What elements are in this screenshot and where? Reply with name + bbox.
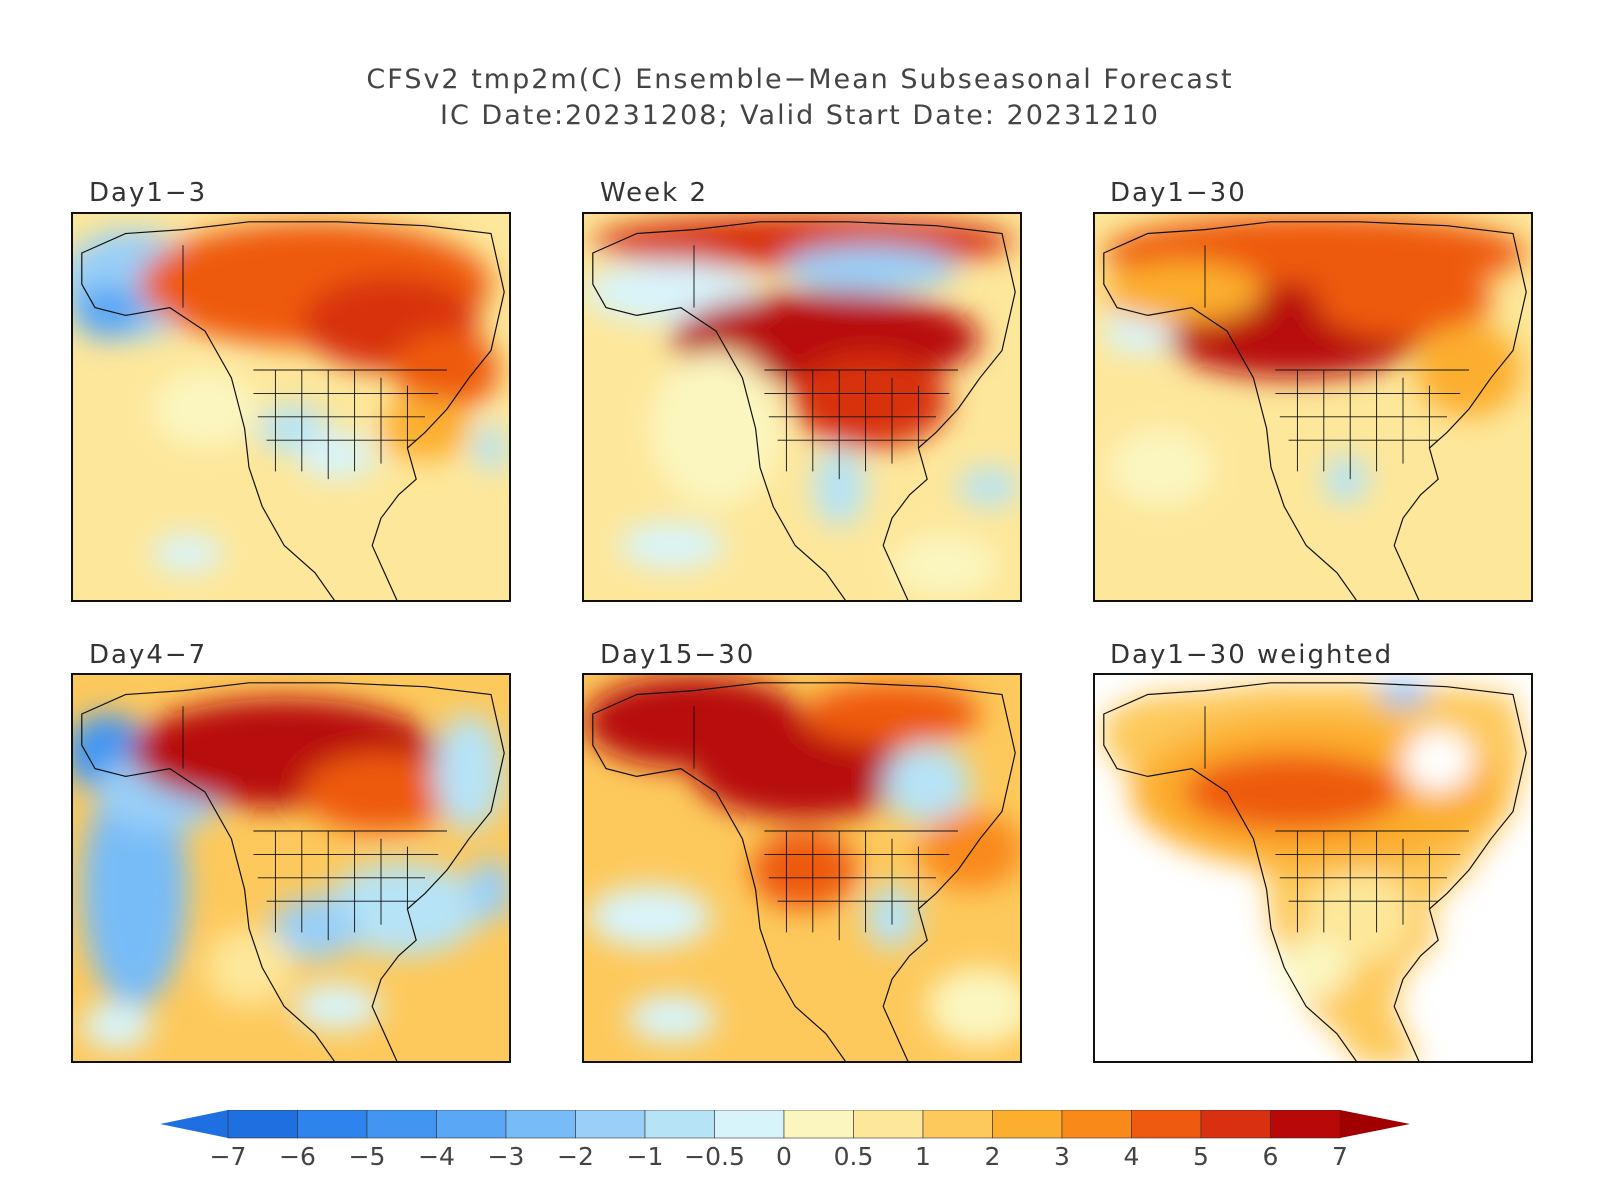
colorbar-bin [1270, 1110, 1341, 1139]
anomaly-region [381, 397, 469, 460]
anomaly-region [433, 714, 505, 831]
anomaly-region [1323, 455, 1368, 503]
anomaly-region [1306, 870, 1412, 964]
map-panel-day1-30-weighted [1093, 673, 1533, 1063]
panel-label-day1-3: Day1−3 [89, 178, 208, 208]
colorbar-left-arrow [160, 1110, 228, 1138]
colorbar-bin [297, 1110, 368, 1139]
colorbar-bin [575, 1110, 646, 1139]
panel-label-day4-7: Day4−7 [89, 640, 208, 670]
colorbar-tick-label: −3 [487, 1142, 525, 1171]
anomaly-region [323, 862, 483, 956]
colorbar-bin [227, 1110, 298, 1139]
colorbar-tick-label: 3 [1054, 1142, 1070, 1171]
state-borders [693, 245, 958, 480]
map-panel-week2 [582, 212, 1022, 602]
panel-label-day1-30: Day1−30 [1110, 178, 1247, 208]
state-borders [182, 245, 447, 480]
colorbar-tick-label: 6 [1262, 1142, 1279, 1171]
anomaly-region [1403, 729, 1474, 792]
state-borders [693, 706, 958, 941]
anomaly-region [619, 522, 725, 569]
anomaly-region [628, 994, 716, 1042]
anomaly-region [588, 885, 712, 948]
colorbar-tick-label: −0.5 [684, 1142, 745, 1171]
anomaly-region [892, 533, 998, 597]
anomaly-region [1108, 428, 1214, 507]
panel-label-week2: Week 2 [600, 178, 709, 208]
anomaly-region [205, 928, 293, 1007]
colorbar-tick-label: −4 [418, 1142, 455, 1171]
colorbar-tick-label: −2 [557, 1142, 594, 1171]
anomaly-region [790, 354, 950, 448]
coastline [1103, 682, 1527, 1061]
anomaly-region [694, 725, 914, 820]
title-line-1: CFSv2 tmp2m(C) Ensemble−Mean Subseasonal… [366, 64, 1234, 95]
colorbar-tick-label: 1 [915, 1142, 931, 1171]
map-panel-day4-7 [71, 673, 511, 1063]
anomaly-region [1376, 682, 1430, 707]
map-panel-day15-30 [582, 673, 1022, 1063]
colorbar-tick-label: 2 [984, 1142, 1001, 1171]
coastline [1103, 221, 1527, 600]
anomaly-region [782, 245, 958, 292]
state-borders [182, 706, 447, 941]
anomaly-region [804, 682, 980, 746]
anomaly-region [883, 745, 972, 824]
colorbar-tick-label: 0 [776, 1142, 792, 1171]
colorbar-tick-label: 0.5 [833, 1142, 874, 1171]
anomaly-region [293, 983, 381, 1030]
panel-label-day1-30-weighted: Day1−30 weighted [1110, 640, 1394, 670]
state-borders [1204, 245, 1469, 480]
colorbar-bin [1061, 1110, 1132, 1139]
coastline [81, 221, 505, 600]
anomaly-region [1183, 753, 1403, 831]
colorbar-tick-label: 7 [1332, 1142, 1348, 1171]
colorbar-tick-label: 5 [1193, 1142, 1209, 1171]
anomaly-region [927, 967, 1020, 1046]
anomaly-region [469, 858, 509, 921]
anomaly-region [297, 432, 377, 480]
colorbar-bin [853, 1110, 924, 1139]
anomaly-region [751, 831, 857, 909]
panel-label-day15-30: Day15−30 [600, 640, 756, 670]
anomaly-region [1103, 260, 1263, 324]
colorbar-tick-label: −6 [279, 1142, 316, 1171]
colorbar-bin [1131, 1110, 1202, 1139]
anomaly-region [1315, 260, 1491, 339]
anomaly-region [271, 897, 359, 960]
colorbar-tick-label: 4 [1123, 1142, 1140, 1171]
colorbar-bin [922, 1110, 993, 1139]
anomaly-region [473, 424, 509, 472]
colorbar-tick-label: −1 [626, 1142, 664, 1171]
anomaly-region [958, 467, 1020, 507]
colorbar-bin [992, 1110, 1063, 1139]
colorbar-bin [436, 1110, 507, 1139]
coastline [592, 221, 1016, 600]
anomaly-region [650, 350, 782, 507]
anomaly-region [1279, 936, 1351, 999]
anomaly-region [812, 448, 866, 526]
colorbar-bin [505, 1110, 576, 1139]
colorbar-bin [783, 1110, 854, 1139]
anomaly-region [301, 753, 461, 831]
map-panel-day1-30 [1093, 212, 1533, 602]
anomaly-region [81, 1002, 153, 1050]
map-panel-day1-3 [71, 212, 511, 602]
colorbar-bin [714, 1110, 785, 1139]
colorbar-bin [644, 1110, 715, 1139]
colorbar-tick-label: −5 [348, 1142, 386, 1171]
anomaly-region [152, 533, 223, 573]
state-borders [1204, 706, 1469, 941]
colorbar-right-arrow [1340, 1110, 1410, 1138]
coastline [81, 682, 505, 1061]
colorbar [160, 1110, 1410, 1139]
colorbar-bin [1200, 1110, 1271, 1139]
title-line-2: IC Date:20231208; Valid Start Date: 2023… [440, 100, 1160, 131]
coastline [592, 682, 1016, 1061]
anomaly-region [152, 370, 258, 448]
colorbar-tick-label: −7 [209, 1142, 247, 1171]
colorbar-bin [366, 1110, 437, 1139]
